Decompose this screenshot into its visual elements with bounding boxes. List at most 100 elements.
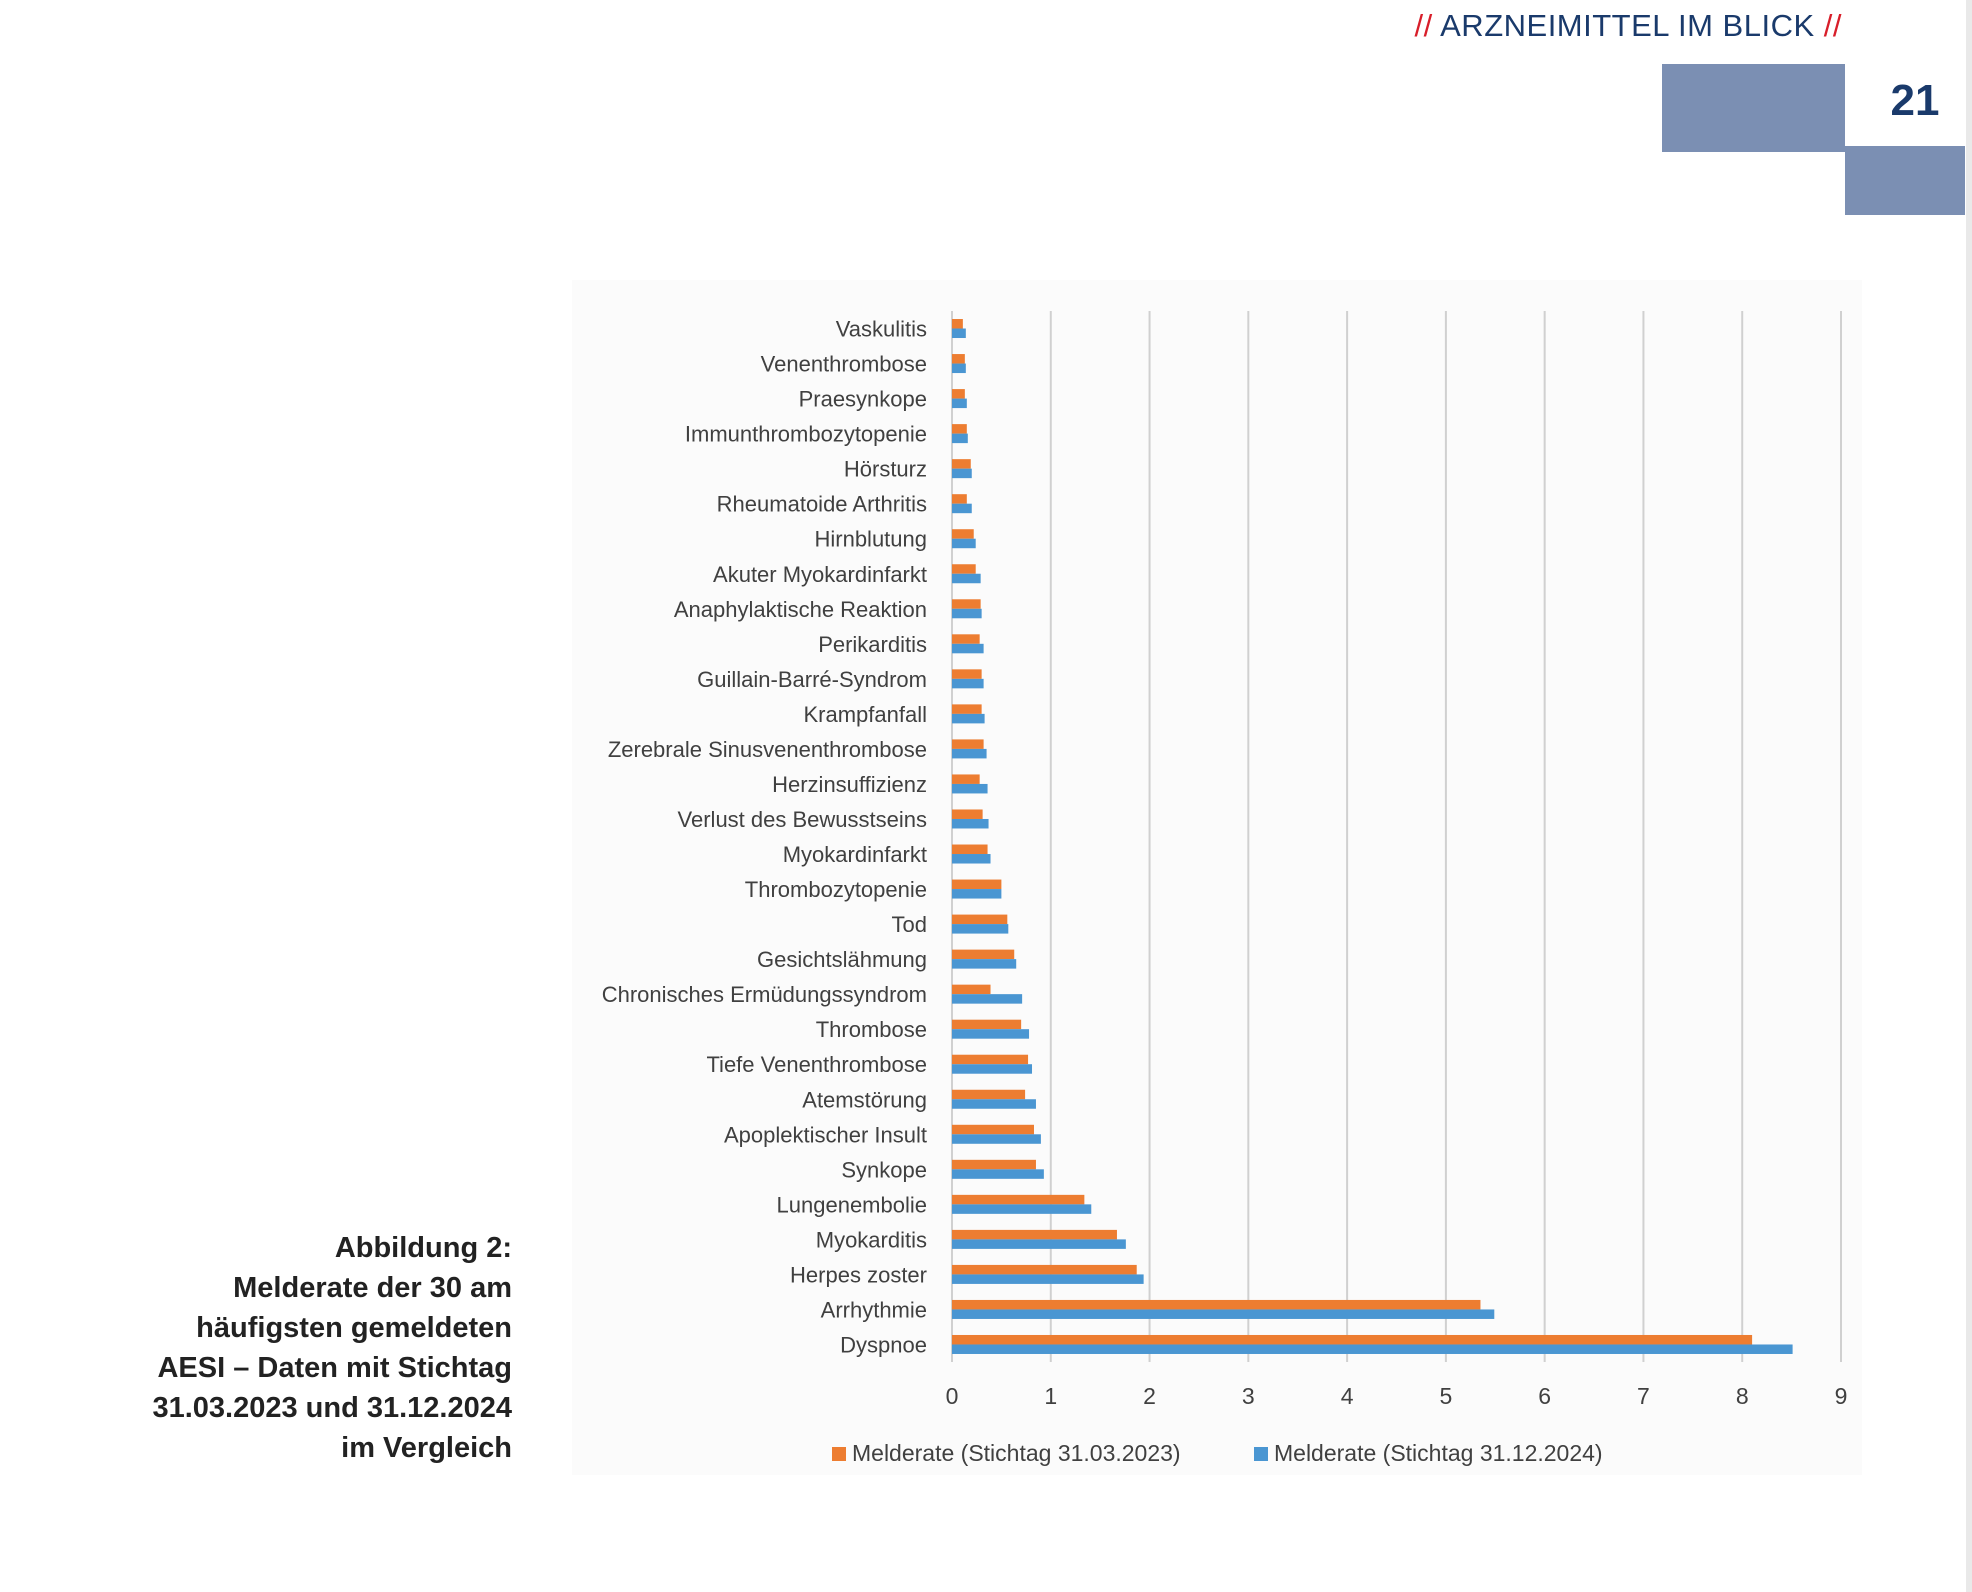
bar-series-2023 xyxy=(952,1054,1029,1065)
bar-series-2024 xyxy=(952,959,1017,969)
x-tick-label: 5 xyxy=(1439,1383,1452,1409)
bar-series-2024 xyxy=(952,854,991,864)
x-tick-label: 3 xyxy=(1242,1383,1255,1409)
y-category-label: Gesichtslähmung xyxy=(757,947,927,972)
y-category-label: Herpes zoster xyxy=(790,1262,927,1287)
chart-background xyxy=(572,280,1862,1475)
y-category-label: Apoplektischer Insult xyxy=(724,1122,927,1147)
caption-line: AESI – Daten mit Stichtag xyxy=(157,1352,512,1384)
caption-line: Abbildung 2: xyxy=(334,1232,512,1264)
bar-series-2023 xyxy=(952,1124,1034,1135)
bar-series-2024 xyxy=(952,1134,1041,1144)
bar-series-2023 xyxy=(952,914,1008,925)
y-category-label: Chronisches Ermüdungssyndrom xyxy=(602,982,927,1007)
x-tick-label: 9 xyxy=(1835,1383,1848,1409)
bar-series-2024 xyxy=(952,1169,1044,1179)
bar-series-2023 xyxy=(952,809,983,819)
bar-series-2023 xyxy=(952,1089,1026,1100)
bar-series-2023 xyxy=(952,1264,1137,1275)
y-category-label: Zerebrale Sinusvenenthrombose xyxy=(608,737,927,762)
page-number-block xyxy=(1662,64,1845,152)
bar-series-2024 xyxy=(952,538,976,549)
y-category-label: Immunthrombozytopenie xyxy=(685,422,927,447)
bar-series-2023 xyxy=(952,669,982,679)
bar-series-2023 xyxy=(952,424,967,434)
bar-series-2024 xyxy=(952,468,972,479)
x-tick-label: 6 xyxy=(1538,1383,1551,1409)
y-category-label: Arrhythmie xyxy=(821,1297,927,1322)
bar-series-2024 xyxy=(952,503,972,514)
y-category-label: Vaskulitis xyxy=(836,317,927,342)
bar-series-2024 xyxy=(952,678,984,689)
y-category-label: Hörsturz xyxy=(844,457,927,482)
bar-series-2023 xyxy=(952,599,981,609)
bar-series-2023 xyxy=(952,529,974,539)
bar-series-2024 xyxy=(952,924,1009,934)
y-category-label: Praesynkope xyxy=(799,387,927,412)
bar-series-2024 xyxy=(952,573,981,584)
page-edge xyxy=(1966,0,1972,1592)
running-header: // ARZNEIMITTEL IM BLICK // xyxy=(1414,8,1842,44)
legend-swatch xyxy=(1254,1447,1268,1461)
y-category-label: Venenthrombose xyxy=(761,352,927,377)
bar-series-2024 xyxy=(952,643,984,654)
bar-series-2024 xyxy=(952,1274,1144,1284)
bar-series-2024 xyxy=(952,818,989,829)
bar-series-2024 xyxy=(952,328,966,339)
page-number: 21 xyxy=(1890,76,1940,125)
y-category-label: Atemstörung xyxy=(802,1087,927,1112)
y-category-label: Thrombozytopenie xyxy=(745,877,927,902)
y-category-label: Lungenembolie xyxy=(777,1192,927,1217)
caption-line: häufigsten gemeldeten xyxy=(196,1312,512,1344)
bar-series-2024 xyxy=(952,1029,1030,1039)
bar-series-2023 xyxy=(952,704,982,714)
caption-line: im Vergleich xyxy=(341,1432,512,1464)
legend-label: Melderate (Stichtag 31.03.2023) xyxy=(852,1440,1181,1466)
bar-series-2024 xyxy=(952,1309,1495,1319)
bar-series-2023 xyxy=(952,564,976,574)
bar-series-2023 xyxy=(952,774,980,784)
y-category-label: Herzinsuffizienz xyxy=(772,772,927,797)
bar-series-2023 xyxy=(952,1159,1036,1170)
bar-series-2024 xyxy=(952,1344,1793,1354)
bar-series-2023 xyxy=(952,494,967,504)
bar-series-2023 xyxy=(952,739,984,749)
bar-series-2023 xyxy=(952,984,991,995)
bar-series-2023 xyxy=(952,319,963,329)
bar-series-2024 xyxy=(952,994,1023,1004)
x-tick-label: 1 xyxy=(1044,1383,1057,1409)
bar-series-2023 xyxy=(952,1019,1022,1030)
bar-series-2024 xyxy=(952,398,967,409)
bar-series-2023 xyxy=(952,354,965,364)
y-category-label: Guillain-Barré-Syndrom xyxy=(697,667,927,692)
y-category-label: Tiefe Venenthrombose xyxy=(706,1052,927,1077)
y-category-label: Akuter Myokardinfarkt xyxy=(713,562,927,587)
caption-line: Melderate der 30 am xyxy=(233,1272,512,1304)
bar-series-2024 xyxy=(952,1064,1033,1074)
bar-series-2023 xyxy=(952,459,971,469)
y-category-label: Verlust des Bewusstseins xyxy=(678,807,927,832)
bar-series-2024 xyxy=(952,1204,1092,1214)
bar-series-2023 xyxy=(952,1229,1117,1240)
y-category-label: Dyspnoe xyxy=(840,1332,927,1357)
bar-series-2024 xyxy=(952,433,968,444)
figure-caption: Abbildung 2: Melderate der 30 am häufigs… xyxy=(140,1228,512,1468)
y-category-label: Perikarditis xyxy=(818,632,927,657)
y-category-label: Synkope xyxy=(841,1157,927,1182)
page-number-block-offset xyxy=(1845,146,1965,215)
x-tick-label: 4 xyxy=(1341,1383,1354,1409)
bar-series-2023 xyxy=(952,1299,1481,1310)
bar-series-2024 xyxy=(952,608,982,619)
bar-series-2023 xyxy=(952,879,1002,890)
y-category-label: Thrombose xyxy=(816,1017,927,1042)
bar-series-2023 xyxy=(952,844,988,855)
bar-series-2023 xyxy=(952,1194,1085,1205)
y-category-label: Krampfanfall xyxy=(803,702,927,727)
bar-series-2024 xyxy=(952,889,1002,899)
x-tick-label: 0 xyxy=(946,1383,959,1409)
bar-series-2023 xyxy=(952,634,980,644)
x-tick-label: 8 xyxy=(1736,1383,1749,1409)
x-tick-label: 2 xyxy=(1143,1383,1156,1409)
bar-series-2024 xyxy=(952,1239,1126,1249)
